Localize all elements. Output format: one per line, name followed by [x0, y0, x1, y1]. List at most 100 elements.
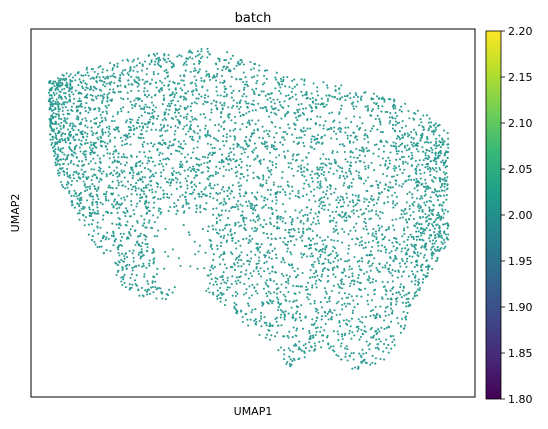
scatter-point	[338, 98, 341, 101]
scatter-point	[413, 243, 416, 246]
scatter-point	[345, 318, 348, 321]
scatter-point	[388, 264, 391, 267]
scatter-point	[311, 255, 314, 258]
scatter-point	[258, 217, 261, 220]
scatter-point	[311, 96, 314, 99]
scatter-point	[233, 224, 237, 227]
scatter-point	[246, 174, 249, 177]
scatter-point	[313, 138, 316, 141]
scatter-point	[95, 97, 98, 100]
scatter-point	[366, 109, 369, 112]
scatter-point	[239, 203, 242, 206]
scatter-point	[352, 352, 355, 355]
scatter-point	[422, 114, 425, 117]
scatter-point	[223, 144, 226, 147]
scatter-point	[315, 330, 318, 333]
scatter-point	[375, 238, 378, 241]
scatter-point	[392, 200, 395, 203]
scatter-point	[145, 73, 148, 76]
scatter-point	[145, 211, 149, 214]
scatter-point	[372, 92, 376, 95]
scatter-point	[93, 185, 96, 188]
scatter-point	[378, 314, 381, 317]
scatter-point	[391, 280, 394, 283]
scatter-point	[233, 67, 236, 70]
scatter-point	[338, 112, 341, 115]
scatter-point	[442, 129, 445, 132]
scatter-point	[355, 325, 358, 329]
scatter-point	[89, 107, 92, 110]
scatter-point	[268, 322, 271, 325]
scatter-point	[86, 71, 89, 74]
scatter-point	[286, 334, 289, 337]
scatter-point	[263, 262, 266, 265]
scatter-point	[371, 354, 374, 358]
scatter-point	[437, 214, 441, 217]
scatter-point	[132, 185, 135, 188]
scatter-point	[155, 86, 158, 89]
scatter-point	[267, 249, 270, 252]
scatter-point	[121, 139, 124, 143]
scatter-point	[252, 99, 255, 102]
scatter-point	[163, 59, 166, 62]
scatter-point	[68, 93, 71, 96]
scatter-point	[254, 196, 258, 199]
scatter-point	[99, 167, 102, 170]
scatter-point	[227, 113, 230, 116]
scatter-point	[427, 129, 430, 132]
scatter-point	[437, 154, 440, 158]
scatter-point	[197, 163, 200, 166]
scatter-point	[64, 92, 67, 95]
scatter-point	[360, 361, 363, 365]
scatter-point	[139, 193, 142, 196]
scatter-point	[349, 229, 352, 232]
scatter-point	[181, 89, 184, 92]
scatter-point	[109, 172, 112, 176]
scatter-point	[354, 194, 357, 197]
scatter-point	[309, 173, 312, 176]
scatter-point	[130, 75, 133, 78]
scatter-point	[174, 149, 177, 152]
scatter-point	[263, 81, 266, 85]
scatter-point	[119, 243, 122, 247]
scatter-point	[287, 263, 290, 266]
scatter-point	[370, 336, 373, 339]
scatter-point	[279, 215, 282, 218]
scatter-point	[171, 167, 174, 170]
scatter-point	[143, 273, 146, 276]
scatter-point	[152, 117, 155, 120]
scatter-point	[358, 281, 361, 284]
scatter-point	[119, 74, 122, 77]
scatter-point	[165, 118, 168, 121]
scatter-point	[395, 195, 398, 198]
scatter-point	[342, 175, 345, 178]
scatter-point	[86, 185, 89, 189]
scatter-point	[262, 178, 265, 181]
scatter-point	[445, 150, 448, 153]
scatter-point	[85, 66, 89, 69]
scatter-point	[104, 195, 107, 198]
scatter-point	[402, 310, 405, 313]
scatter-point	[383, 319, 386, 322]
scatter-point	[405, 298, 408, 301]
scatter-point	[354, 243, 357, 246]
scatter-point	[159, 212, 162, 215]
scatter-point	[264, 336, 267, 339]
scatter-point	[372, 152, 375, 155]
scatter-point	[283, 318, 286, 321]
scatter-point	[332, 130, 336, 133]
scatter-point	[332, 284, 335, 287]
scatter-point	[178, 108, 181, 111]
scatter-point	[274, 78, 278, 81]
scatter-point	[212, 213, 215, 216]
scatter-point	[127, 125, 130, 128]
scatter-point	[195, 97, 198, 100]
scatter-point	[346, 175, 349, 178]
scatter-point	[226, 93, 229, 96]
scatter-point	[250, 103, 253, 106]
scatter-point	[189, 170, 192, 173]
scatter-point	[363, 154, 367, 157]
scatter-point	[319, 330, 322, 333]
scatter-point	[116, 211, 119, 214]
scatter-point	[216, 73, 219, 76]
